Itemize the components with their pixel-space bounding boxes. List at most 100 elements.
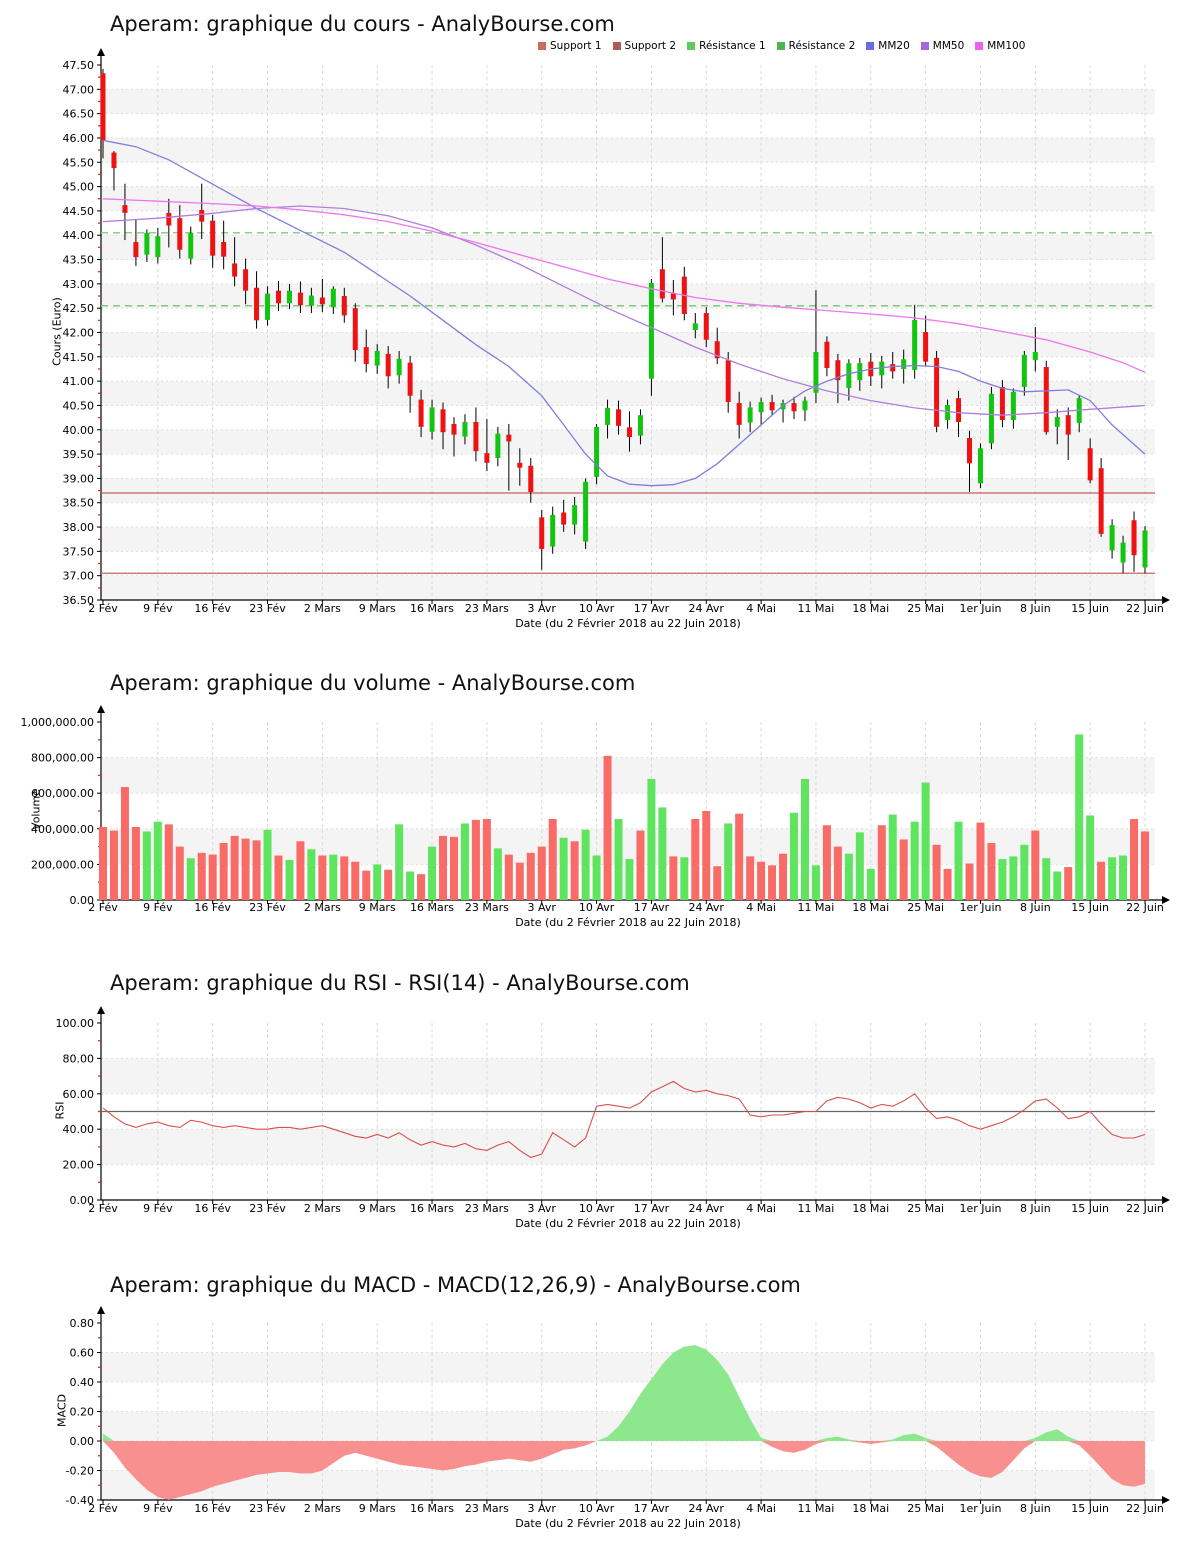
svg-text:8 Juin: 8 Juin: [1020, 602, 1051, 615]
candle: [440, 409, 446, 433]
candle: [451, 423, 457, 435]
candle: [100, 73, 106, 141]
svg-text:16 Mars: 16 Mars: [410, 901, 454, 914]
svg-text:11 Mai: 11 Mai: [798, 602, 835, 615]
svg-text:2 Mars: 2 Mars: [304, 1502, 341, 1515]
cours-legend: Support 1 Support 2 Résistance 1 Résistance…: [538, 40, 1025, 52]
mm50-line: [102, 205, 1146, 416]
legend-swatch-icon: [612, 42, 621, 50]
candle: [1120, 542, 1126, 563]
svg-text:1er Juin: 1er Juin: [959, 602, 1001, 615]
volume-bar: [482, 819, 491, 900]
svg-text:3 Avr: 3 Avr: [528, 1502, 557, 1515]
legend-label: Résistance 2: [788, 40, 856, 52]
svg-text:0.60: 0.60: [70, 1347, 95, 1360]
candle: [429, 407, 435, 432]
candle: [155, 236, 161, 258]
candle: [802, 400, 808, 411]
volume-bar: [493, 848, 502, 900]
volume-bar: [197, 852, 206, 900]
volume-bar: [120, 786, 129, 900]
volume-bar: [1020, 844, 1029, 900]
svg-text:47.50: 47.50: [63, 59, 95, 72]
svg-text:18 Mai: 18 Mai: [852, 1202, 889, 1215]
candle: [605, 407, 611, 425]
candle: [539, 517, 545, 549]
svg-text:25 Mai: 25 Mai: [907, 602, 944, 615]
volume-bar: [768, 865, 777, 900]
svg-text:9 Fév: 9 Fév: [143, 1202, 173, 1215]
volume-bar: [186, 858, 195, 900]
candle: [319, 297, 325, 305]
candle: [495, 433, 501, 458]
svg-text:40.00: 40.00: [63, 424, 95, 437]
volume-bar: [976, 822, 985, 900]
svg-text:17 Avr: 17 Avr: [634, 602, 670, 615]
svg-text:100.00: 100.00: [56, 1017, 95, 1030]
svg-text:45.50: 45.50: [63, 156, 95, 169]
volume-bars-layer: [99, 734, 1149, 900]
volume-bar: [680, 857, 689, 900]
volume-bar: [713, 866, 722, 900]
legend-swatch-icon: [866, 42, 875, 50]
volume-bar: [790, 812, 799, 900]
svg-text:10 Avr: 10 Avr: [579, 1502, 615, 1515]
candle: [265, 293, 271, 320]
volume-bar: [318, 855, 327, 900]
legend-item-r-sistance-1: Résistance 1: [687, 40, 766, 52]
svg-text:1,000,000.00: 1,000,000.00: [21, 716, 94, 729]
legend-label: MM50: [932, 40, 965, 52]
svg-text:0.00: 0.00: [70, 1435, 95, 1448]
volume-bar: [822, 825, 831, 900]
volume-bar: [1042, 858, 1051, 900]
volume-bar: [208, 854, 217, 900]
volume-bar: [954, 821, 963, 900]
volume-bar: [899, 839, 908, 900]
volume-bar: [987, 843, 996, 900]
volume-bar: [735, 813, 744, 900]
volume-bar: [537, 846, 546, 900]
svg-text:23 Mars: 23 Mars: [465, 901, 509, 914]
svg-text:10 Avr: 10 Avr: [579, 602, 615, 615]
legend-item-mm20: MM20: [866, 40, 910, 52]
volume-bar: [702, 811, 711, 900]
volume-bar: [142, 831, 151, 900]
svg-text:22 Juin: 22 Juin: [1126, 901, 1164, 914]
volume-bar: [296, 841, 305, 900]
svg-text:15 Juin: 15 Juin: [1071, 602, 1109, 615]
svg-text:0.00: 0.00: [70, 894, 95, 907]
svg-text:46.50: 46.50: [63, 108, 95, 121]
svg-text:45.00: 45.00: [63, 181, 95, 194]
svg-text:22 Juin: 22 Juin: [1126, 602, 1164, 615]
volume-bar: [965, 863, 974, 900]
candle: [703, 313, 709, 340]
svg-text:1er Juin: 1er Juin: [959, 901, 1001, 914]
svg-text:0.00: 0.00: [70, 1194, 95, 1207]
svg-text:8 Juin: 8 Juin: [1020, 1202, 1051, 1215]
volume-bar: [351, 861, 360, 900]
candle: [243, 269, 249, 291]
svg-text:25 Mai: 25 Mai: [907, 1502, 944, 1515]
volume-bar: [417, 874, 426, 900]
legend-label: Support 2: [624, 40, 677, 52]
candle: [736, 403, 742, 425]
volume-bar: [109, 830, 118, 900]
svg-text:600,000.00: 600,000.00: [31, 787, 94, 800]
svg-text:39.50: 39.50: [63, 448, 95, 461]
volume-bar: [1064, 867, 1073, 900]
svg-text:3 Avr: 3 Avr: [528, 602, 557, 615]
svg-text:16 Fév: 16 Fév: [194, 1202, 231, 1215]
volume-bar: [625, 859, 634, 900]
svg-text:60.00: 60.00: [63, 1088, 95, 1101]
svg-text:15 Juin: 15 Juin: [1071, 901, 1109, 914]
volume-bar: [384, 869, 393, 900]
rsi-chart-title: Aperam: graphique du RSI - RSI(14) - Ana…: [110, 971, 690, 995]
volume-bar: [943, 868, 952, 900]
candle: [210, 220, 216, 256]
volume-bar: [164, 824, 173, 900]
mm100-line: [102, 198, 1146, 373]
cours-plot: 36.50 37.00 37.50 38.00 38.50 39.00 39.50 40.00…: [63, 48, 1170, 615]
svg-text:23 Mars: 23 Mars: [465, 602, 509, 615]
svg-text:16 Mars: 16 Mars: [410, 1502, 454, 1515]
volume-bar: [855, 832, 864, 900]
